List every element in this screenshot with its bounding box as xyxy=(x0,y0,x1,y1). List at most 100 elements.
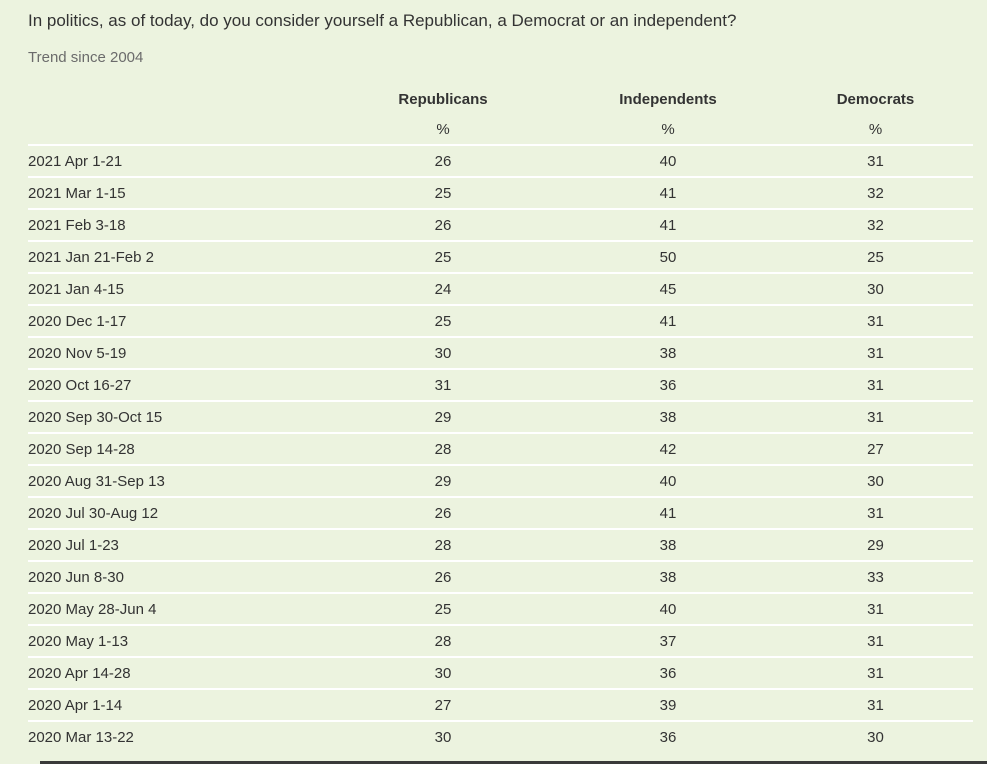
democrats-value: 31 xyxy=(778,656,973,689)
republicans-value: 25 xyxy=(328,176,558,209)
trend-subtitle: Trend since 2004 xyxy=(28,49,144,66)
row-date: 2021 Jan 4-15 xyxy=(28,272,328,305)
democrats-value: 27 xyxy=(778,432,973,465)
independents-value: 42 xyxy=(558,432,778,465)
republicans-value: 27 xyxy=(328,688,558,721)
independents-value: 41 xyxy=(558,176,778,209)
independents-value: 38 xyxy=(558,400,778,433)
row-date: 2020 Sep 14-28 xyxy=(28,432,328,465)
independents-value: 41 xyxy=(558,304,778,337)
date-unit-cell xyxy=(28,114,328,145)
table-row: 2020 Jul 30-Aug 12 26 41 31 xyxy=(28,496,973,529)
table-row: 2020 Apr 14-28 30 36 31 xyxy=(28,656,973,689)
democrats-value: 32 xyxy=(778,208,973,241)
democrats-value: 30 xyxy=(778,464,973,497)
republicans-value: 25 xyxy=(328,304,558,337)
democrats-value: 31 xyxy=(778,368,973,401)
republicans-value: 30 xyxy=(328,336,558,369)
independents-column-header: Independents xyxy=(619,90,717,108)
row-date: 2020 Aug 31-Sep 13 xyxy=(28,464,328,497)
unit-row: % % % xyxy=(28,114,973,145)
republicans-value: 26 xyxy=(328,144,558,177)
table-row: 2020 Sep 14-28 28 42 27 xyxy=(28,432,973,465)
table-row: 2021 Jan 4-15 24 45 30 xyxy=(28,272,973,305)
republicans-value: 25 xyxy=(328,592,558,625)
republicans-value: 28 xyxy=(328,432,558,465)
table-row: 2021 Jan 21-Feb 2 25 50 25 xyxy=(28,240,973,273)
table-row: 2021 Mar 1-15 25 41 32 xyxy=(28,176,973,209)
independents-value: 41 xyxy=(558,496,778,529)
democrats-value: 25 xyxy=(778,240,973,273)
row-date: 2020 Dec 1-17 xyxy=(28,304,328,337)
democrats-value: 31 xyxy=(778,592,973,625)
table-row: 2021 Feb 3-18 26 41 32 xyxy=(28,208,973,241)
democrats-value: 33 xyxy=(778,560,973,593)
republicans-value: 31 xyxy=(328,368,558,401)
democrats-value: 31 xyxy=(778,496,973,529)
independents-value: 45 xyxy=(558,272,778,305)
bottom-divider xyxy=(40,761,987,764)
republicans-unit: % xyxy=(436,120,450,138)
independents-unit: % xyxy=(661,120,675,138)
row-date: 2021 Feb 3-18 xyxy=(28,208,328,241)
democrats-unit: % xyxy=(868,120,883,138)
republicans-value: 26 xyxy=(328,208,558,241)
independents-value: 40 xyxy=(558,144,778,177)
democrats-value: 30 xyxy=(778,272,973,305)
republicans-value: 29 xyxy=(328,464,558,497)
table-row: 2020 May 1-13 28 37 31 xyxy=(28,624,973,657)
column-header-row: Republicans Independents Democrats xyxy=(28,84,973,114)
independents-value: 38 xyxy=(558,560,778,593)
party-identification-table: Republicans Independents Democrats % % %… xyxy=(28,84,973,752)
row-date: 2020 Jun 8-30 xyxy=(28,560,328,593)
democrats-value: 29 xyxy=(778,528,973,561)
table-row: 2020 Dec 1-17 25 41 31 xyxy=(28,304,973,337)
row-date: 2020 Apr 1-14 xyxy=(28,688,328,721)
row-date: 2020 Nov 5-19 xyxy=(28,336,328,369)
democrats-value: 31 xyxy=(778,624,973,657)
table-row: 2020 Mar 13-22 30 36 30 xyxy=(28,720,973,752)
table-row: 2020 Aug 31-Sep 13 29 40 30 xyxy=(28,464,973,497)
row-date: 2021 Jan 21-Feb 2 xyxy=(28,240,328,273)
democrats-value: 32 xyxy=(778,176,973,209)
democrats-value: 31 xyxy=(778,336,973,369)
democrats-value: 31 xyxy=(778,304,973,337)
republicans-value: 25 xyxy=(328,240,558,273)
republicans-value: 26 xyxy=(328,496,558,529)
republicans-value: 28 xyxy=(328,624,558,657)
table-row: 2020 Apr 1-14 27 39 31 xyxy=(28,688,973,721)
independents-value: 41 xyxy=(558,208,778,241)
republicans-value: 29 xyxy=(328,400,558,433)
democrats-value: 31 xyxy=(778,688,973,721)
republicans-value: 28 xyxy=(328,528,558,561)
independents-value: 36 xyxy=(558,720,778,752)
republicans-value: 24 xyxy=(328,272,558,305)
row-date: 2021 Mar 1-15 xyxy=(28,176,328,209)
table-row: 2020 Jul 1-23 28 38 29 xyxy=(28,528,973,561)
question-title: In politics, as of today, do you conside… xyxy=(28,11,737,30)
table-row: 2021 Apr 1-21 26 40 31 xyxy=(28,144,973,177)
independents-value: 38 xyxy=(558,336,778,369)
republicans-value: 30 xyxy=(328,720,558,752)
row-date: 2020 May 1-13 xyxy=(28,624,328,657)
independents-value: 38 xyxy=(558,528,778,561)
democrats-value: 31 xyxy=(778,144,973,177)
independents-value: 36 xyxy=(558,656,778,689)
row-date: 2020 May 28-Jun 4 xyxy=(28,592,328,625)
row-date: 2020 Apr 14-28 xyxy=(28,656,328,689)
date-column-header xyxy=(28,84,328,114)
republicans-value: 26 xyxy=(328,560,558,593)
row-date: 2020 Sep 30-Oct 15 xyxy=(28,400,328,433)
independents-value: 50 xyxy=(558,240,778,273)
row-date: 2020 Jul 30-Aug 12 xyxy=(28,496,328,529)
table-row: 2020 May 28-Jun 4 25 40 31 xyxy=(28,592,973,625)
republicans-value: 30 xyxy=(328,656,558,689)
democrats-column-header: Democrats xyxy=(836,90,915,108)
table-body: 2021 Apr 1-21 26 40 31 2021 Mar 1-15 25 41 32 … xyxy=(28,144,973,752)
table-row: 2020 Oct 16-27 31 36 31 xyxy=(28,368,973,401)
independents-value: 36 xyxy=(558,368,778,401)
table-row: 2020 Nov 5-19 30 38 31 xyxy=(28,336,973,369)
democrats-value: 30 xyxy=(778,720,973,752)
independents-value: 40 xyxy=(558,464,778,497)
independents-value: 37 xyxy=(558,624,778,657)
